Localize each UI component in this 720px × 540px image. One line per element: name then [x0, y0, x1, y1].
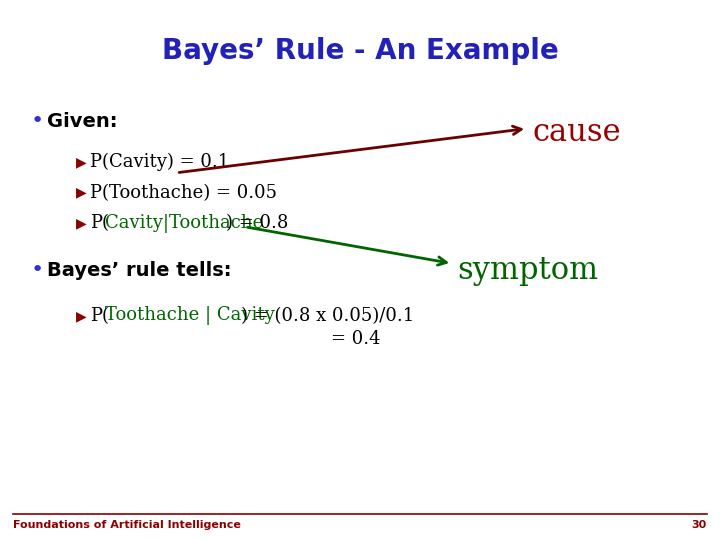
Text: Toothache | Cavity: Toothache | Cavity [105, 306, 275, 326]
Text: ▶: ▶ [76, 309, 86, 323]
Text: P(: P( [90, 307, 109, 325]
Text: ) = 0.8: ) = 0.8 [226, 214, 289, 233]
Text: cause: cause [533, 117, 621, 148]
Text: ▶: ▶ [76, 186, 86, 200]
Text: ▶: ▶ [76, 217, 86, 231]
Text: Given:: Given: [47, 112, 117, 131]
Text: P(: P( [90, 214, 109, 233]
Text: P(Cavity) = 0.1: P(Cavity) = 0.1 [90, 153, 229, 171]
Text: Bayes’ rule tells:: Bayes’ rule tells: [47, 260, 231, 280]
Text: symptom: symptom [457, 254, 598, 286]
Text: P(Toothache) = 0.05: P(Toothache) = 0.05 [90, 184, 277, 202]
Text: ) = (0.8 x 0.05)/0.1: ) = (0.8 x 0.05)/0.1 [241, 307, 415, 325]
Text: 30: 30 [692, 520, 707, 530]
Text: •: • [30, 111, 43, 132]
Text: ▶: ▶ [76, 155, 86, 169]
Text: Cavity|Toothache: Cavity|Toothache [105, 214, 264, 233]
Text: Bayes’ Rule - An Example: Bayes’ Rule - An Example [161, 37, 559, 65]
Text: = 0.4: = 0.4 [331, 330, 381, 348]
Text: Foundations of Artificial Intelligence: Foundations of Artificial Intelligence [13, 520, 240, 530]
Text: •: • [30, 260, 43, 280]
